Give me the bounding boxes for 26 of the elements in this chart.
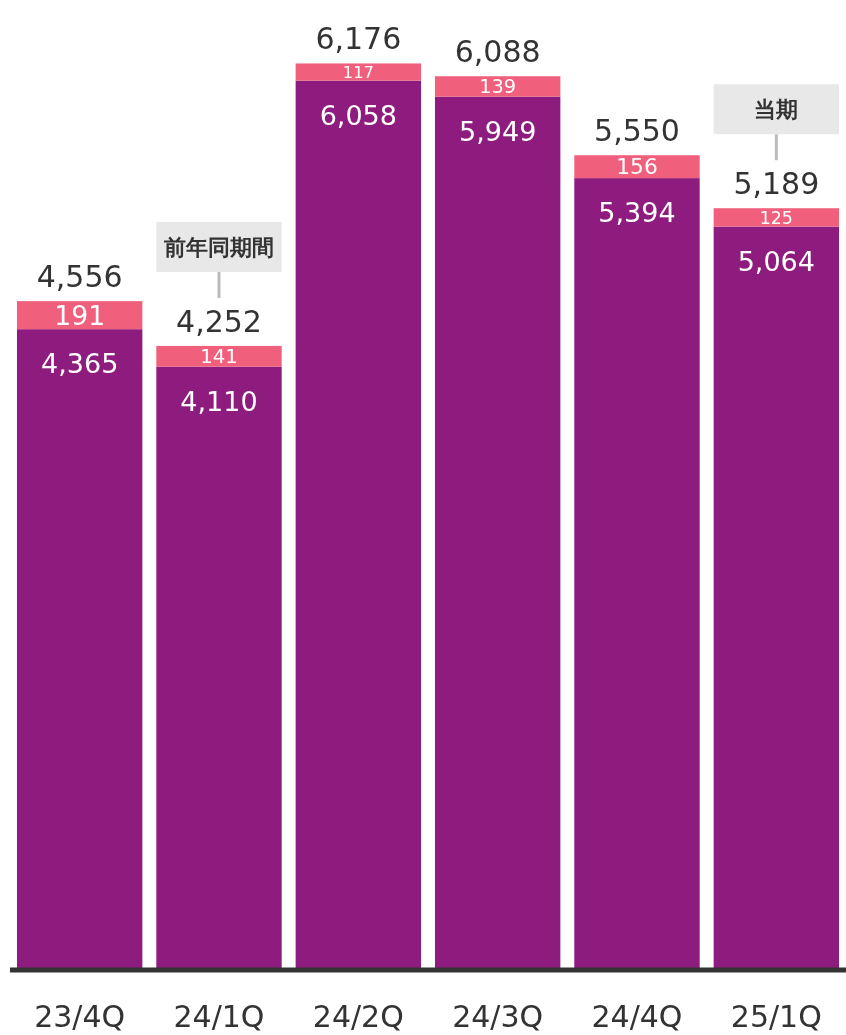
x-tick-label: 24/1Q — [173, 999, 265, 1034]
data-label: 5,394 — [598, 197, 676, 229]
annotation: 前年同期間 — [163, 234, 274, 260]
x-tick-label: 25/1Q — [730, 999, 822, 1034]
data-label: 6,058 — [319, 99, 397, 131]
data-label: 141 — [200, 345, 238, 369]
total-label: 4,556 — [36, 259, 123, 295]
data-label: 125 — [759, 207, 793, 228]
data-label: 191 — [54, 299, 106, 331]
x-tick-label: 24/2Q — [312, 999, 404, 1034]
data-label: 117 — [342, 62, 374, 82]
total-label: 5,550 — [594, 113, 680, 149]
total-label: 5,189 — [733, 166, 820, 202]
data-label: 4,110 — [180, 385, 258, 417]
total-label: 6,176 — [315, 21, 402, 57]
data-label: 5,949 — [459, 115, 537, 147]
total-label: 4,252 — [176, 303, 262, 339]
annotation: 当期 — [754, 97, 799, 123]
x-tick-label: 24/3Q — [452, 999, 544, 1034]
x-tick-label: 24/4Q — [591, 999, 683, 1034]
x-tick-label: 23/4Q — [34, 999, 126, 1034]
total-label: 6,088 — [454, 34, 541, 70]
data-label: 4,365 — [41, 348, 119, 380]
data-label: 156 — [616, 154, 658, 180]
data-label: 139 — [479, 75, 517, 99]
data-label: 5,064 — [737, 245, 815, 277]
